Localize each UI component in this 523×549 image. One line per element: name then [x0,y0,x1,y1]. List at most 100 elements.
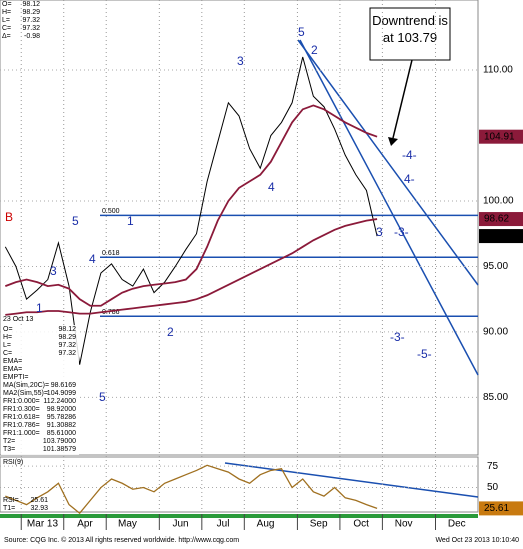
x-tick-label: Nov [395,519,413,530]
readout-label: C= [3,350,12,357]
wave-label: 3 [237,54,244,68]
readout-value: 95.78286 [47,414,76,421]
moving-average [4,104,378,307]
wave-label: 5 [99,390,106,404]
trendline [299,39,479,376]
wave-label: 4- [404,172,415,186]
wave-label: B [5,210,13,224]
readout-value: 97.32 [58,342,76,349]
rsi-panel [0,456,479,513]
info-value: 98.29 [22,9,40,16]
readout-label: FR1:0.000= [3,398,40,405]
readout-label: T3= [3,446,15,453]
session-strip [0,514,478,518]
last-value-box [479,212,523,227]
price-line [4,56,378,365]
info-label: O= [2,1,12,8]
readout-label: FR1:1.000= [3,430,40,437]
readout-label: MA2(Sim,55)= [3,390,48,397]
x-tick-label: Jul [217,519,230,530]
rsi-readout-label: T1= [3,505,15,512]
rsi-trendline [224,462,479,498]
callout-arrow [392,59,413,139]
rsi-readout-value: 25.61 [30,497,48,504]
info-value: 97.32 [22,17,40,24]
fib-label: 0.786 [102,309,120,316]
readout-value: 98.92000 [47,406,76,413]
readout-label: T2= [3,438,15,445]
timestamp: Wed Oct 23 2013 10:10:40 [435,537,519,544]
info-label: Δ= [2,33,11,40]
wave-label: 1 [36,301,43,315]
trendline [297,39,479,286]
last-value-label: 98.62 [484,214,509,225]
readout-value: 98.29 [58,334,76,341]
readout-value: 97.32 [58,350,76,357]
y-tick-label: 85.00 [483,392,508,403]
readout-value: 98.12 [58,326,76,333]
wave-label: 1 [127,214,134,228]
last-value-label: 97.32 [484,231,509,242]
info-label: L= [2,17,10,24]
wave-label: 5 [72,214,79,228]
wave-label: 3 [50,264,57,278]
readout-value: 103.79000 [43,438,76,445]
readout-label: EMA= [3,358,22,365]
rsi-tick-label: 75 [487,461,499,472]
wave-label: -3- [390,330,405,344]
info-label: C= [2,25,11,32]
rsi-last-box [479,501,523,516]
x-tick-label: Jun [173,519,189,530]
fib-label: 0.500 [102,208,120,215]
last-value-box [479,229,523,244]
readout-value: 98.6169 [51,382,76,389]
readout-label: MA(Sim,20C)= [3,382,49,389]
x-tick-label: Mar 13 [27,519,59,530]
rsi-readout-label: RSI= [3,497,19,504]
wave-label: -5- [417,347,432,361]
y-tick-label: 110.00 [483,65,513,76]
callout-text: Downtrend is at 103.79 [372,13,448,45]
callout-box [369,7,451,61]
readout-label: EMA= [3,366,22,373]
info-value: 97.32 [22,25,40,32]
info-label: H= [2,9,11,16]
readout-label: FR1:0.786= [3,422,40,429]
rsi-tick-label: 50 [487,482,499,493]
arrow-head [388,137,398,146]
rsi-readout-value: 32.93 [30,505,48,512]
wave-label: 4 [268,180,275,194]
info-value: 98.12 [22,1,40,8]
y-tick-label: 100.00 [483,196,514,207]
rsi-title: RSI(9) [3,459,23,466]
x-tick-label: Aug [257,519,275,530]
price-panel [0,0,479,456]
readout-value: 112.24000 [43,398,76,405]
readout-value: 91.30882 [47,422,76,429]
readout-date: 23 Oct 13 [3,316,33,323]
readout-label: H= [3,334,12,341]
rsi-line [5,464,378,515]
readout-bg [1,325,79,455]
wave-label: 3 [376,225,383,239]
wave-label: 4 [89,252,96,266]
y-tick-label: 90.00 [483,327,508,338]
wave-label: -3- [394,225,409,239]
x-tick-label: May [118,519,137,530]
readout-value: 85.61000 [47,430,76,437]
readout-value: 101.38579 [43,446,76,453]
rsi-last-label: 25.61 [484,503,509,514]
source: Source: CQG Inc. © 2013 All rights reser… [4,536,239,544]
wave-label: 2 [167,325,174,339]
wave-label: -4- [402,148,417,162]
fib-label: 0.618 [102,250,120,257]
readout-label: EMPTI= [3,374,28,381]
readout-label: O= [3,326,13,333]
moving-average [5,218,378,316]
x-tick-label: Dec [448,519,466,530]
x-tick-label: Apr [77,519,93,530]
readout-label: L= [3,342,11,349]
last-value-label: 104.91 [484,131,515,142]
wave-label: 2 [311,43,318,57]
